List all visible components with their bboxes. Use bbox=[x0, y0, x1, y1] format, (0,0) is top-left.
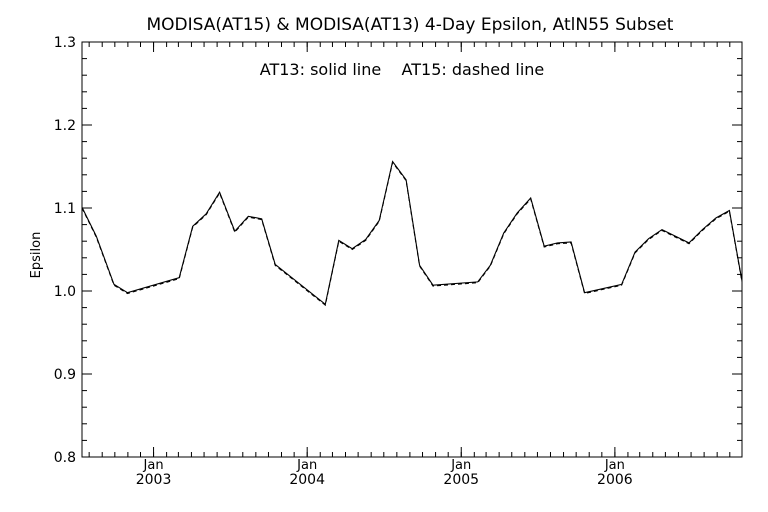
y-tick-label: 0.8 bbox=[54, 450, 76, 466]
y-axis-label: Epsilon bbox=[29, 232, 44, 279]
y-tick-label: 1.2 bbox=[54, 118, 76, 134]
x-tick-year-label: 2006 bbox=[597, 472, 633, 488]
x-tick-month-label: Jan bbox=[143, 458, 164, 473]
series-layer bbox=[81, 160, 743, 307]
chart-title: MODISA(AT15) & MODISA(AT13) 4-Day Epsilo… bbox=[147, 15, 674, 35]
plot-frame bbox=[81, 41, 743, 458]
y-tick-label: 1.1 bbox=[54, 201, 76, 217]
axis-ticks: 0.80.91.01.11.21.3Jan2003Jan2004Jan2005J… bbox=[54, 35, 742, 488]
line-style-legend: AT13: solid line AT15: dashed line bbox=[260, 60, 545, 79]
x-tick-month-label: Jan bbox=[450, 458, 471, 473]
x-tick-year-label: 2003 bbox=[136, 472, 172, 488]
x-tick-month-label: Jan bbox=[604, 458, 625, 473]
x-tick-month-label: Jan bbox=[296, 458, 317, 473]
series-line-at15 bbox=[81, 161, 743, 307]
y-tick-label: 1.0 bbox=[54, 284, 76, 300]
series-line-at13 bbox=[81, 160, 743, 306]
y-tick-label: 1.3 bbox=[54, 35, 76, 51]
y-tick-label: 0.9 bbox=[54, 367, 76, 383]
x-tick-year-label: 2004 bbox=[289, 472, 325, 488]
x-tick-year-label: 2005 bbox=[443, 472, 479, 488]
